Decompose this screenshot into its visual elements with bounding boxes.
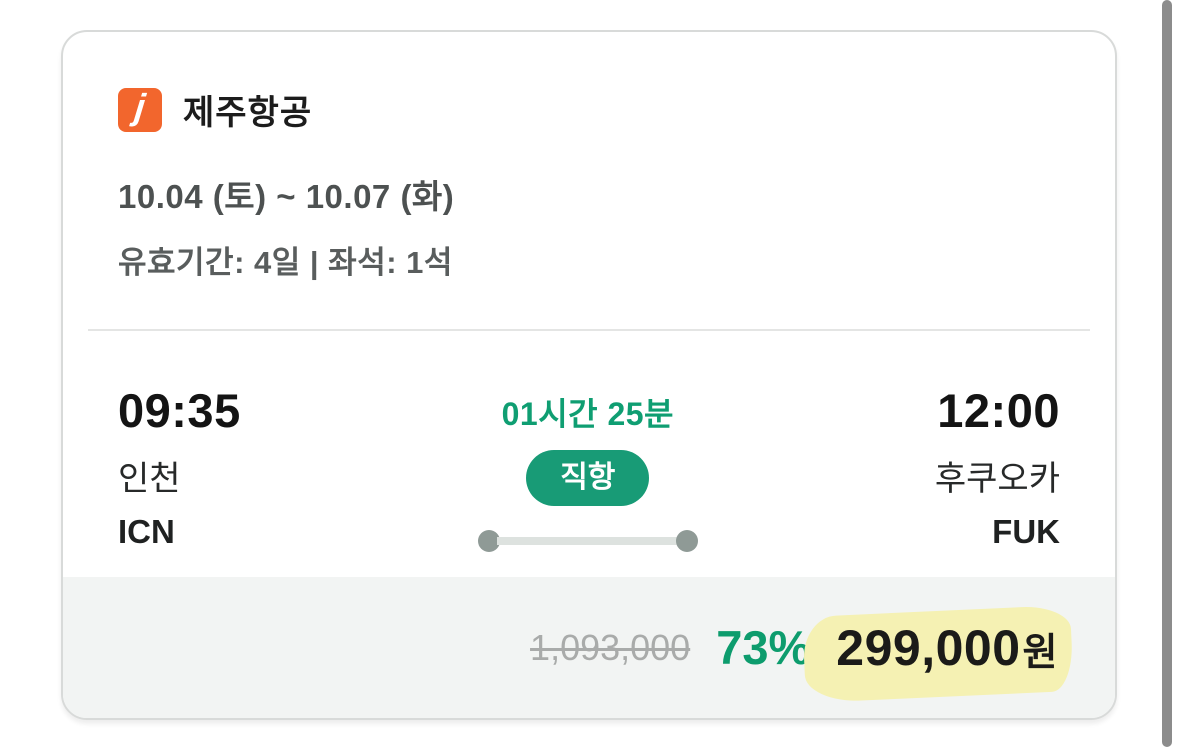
currency-suffix: 원 [1022, 631, 1058, 674]
trip-date-range: 10.04 (토) ~ 10.07 (화) [118, 178, 455, 215]
airline-name: 제주항공 [183, 94, 313, 132]
arrival-info: 12:00 후쿠오카 FUK [935, 387, 1060, 552]
final-price: 299,000원 [802, 604, 1074, 703]
validity-seats-info: 유효기간: 4일 | 좌석: 1석 [118, 245, 453, 280]
original-price: 1,093,000 [530, 626, 691, 668]
departure-city: 인천 [118, 460, 181, 498]
logo-letter: j [132, 85, 148, 127]
flight-row: 09:35 인천 ICN 01시간 25분 직항 12:00 후쿠오카 [118, 387, 1060, 552]
arrival-airport-code: FUK [992, 512, 1060, 550]
departure-time: 09:35 [118, 384, 241, 437]
scrollbar[interactable] [1162, 0, 1172, 747]
duration-block: 01시간 25분 직항 [477, 387, 698, 552]
departure-info: 09:35 인천 ICN [118, 387, 241, 552]
divider [88, 329, 1090, 331]
duration-text: 01시간 25분 [501, 396, 674, 432]
final-price-amount: 299,000 [836, 619, 1021, 676]
route-dot-right [675, 530, 698, 552]
card-main: j 제주항공 10.04 (토) ~ 10.07 (화) 유효기간: 4일 | … [63, 32, 1115, 577]
arrival-time: 12:00 [937, 384, 1060, 437]
route-track [496, 537, 679, 545]
final-price-text: 299,000원 [836, 620, 1058, 676]
discount-percent: 73% [716, 621, 811, 674]
price-footer: 1,093,000 73% 299,000원 [63, 577, 1115, 718]
jeju-air-logo-icon: j [118, 85, 162, 132]
route-dot-left [477, 530, 500, 552]
direct-flight-badge: 직항 [526, 450, 650, 506]
flight-offer-card[interactable]: j 제주항공 10.04 (토) ~ 10.07 (화) 유효기간: 4일 | … [61, 30, 1117, 720]
airline-row: j 제주항공 [118, 85, 1060, 134]
arrival-city: 후쿠오카 [934, 460, 1060, 498]
route-line [477, 530, 698, 552]
departure-airport-code: ICN [118, 512, 175, 550]
